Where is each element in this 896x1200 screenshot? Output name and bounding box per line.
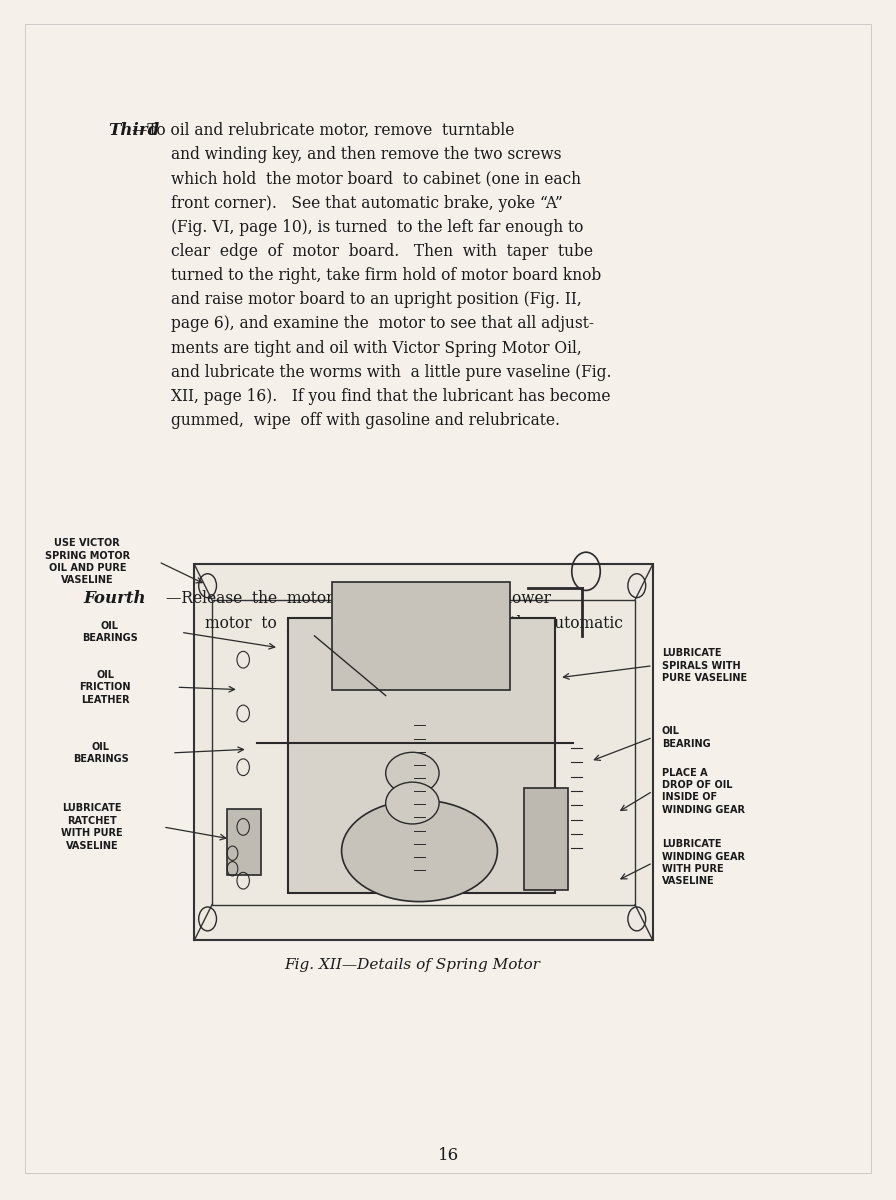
Bar [194,564,653,941]
Bar [288,618,555,893]
Text: USE VICTOR
SPRING MOTOR
OIL AND PURE
VASELINE: USE VICTOR SPRING MOTOR OIL AND PURE VAS… [45,538,130,586]
Text: —Release  the  motor  board  support  and  lower
        motor  to  proper  posi: —Release the motor board support and low… [166,590,623,631]
Text: —To oil and relubricate motor, remove  turntable
        and winding key, and th: —To oil and relubricate motor, remove tu… [132,122,611,430]
Ellipse shape [385,782,439,824]
Ellipse shape [385,752,439,794]
Bar [332,582,511,690]
Bar [228,809,261,875]
Text: LUBRICATE
WINDING GEAR
WITH PURE
VASELINE: LUBRICATE WINDING GEAR WITH PURE VASELIN… [662,839,745,887]
Text: OIL
BEARINGS: OIL BEARINGS [82,622,137,643]
Text: LUBRICATE
RATCHET
WITH PURE
VASELINE: LUBRICATE RATCHET WITH PURE VASELINE [61,803,123,851]
Text: Fourth: Fourth [83,590,145,607]
Text: 16: 16 [437,1147,459,1164]
Bar [212,600,635,905]
Text: Fig. XII—Details of Spring Motor: Fig. XII—Details of Spring Motor [284,959,540,972]
Text: PLACE A
DROP OF OIL
INSIDE OF
WINDING GEAR: PLACE A DROP OF OIL INSIDE OF WINDING GE… [662,768,745,815]
Bar [523,788,568,889]
Text: OIL
BEARING: OIL BEARING [662,726,711,749]
Text: Third: Third [108,122,159,139]
Text: LUBRICATE
SPIRALS WITH
PURE VASELINE: LUBRICATE SPIRALS WITH PURE VASELINE [662,648,747,683]
Text: OIL
BEARINGS: OIL BEARINGS [73,742,129,764]
Ellipse shape [341,800,497,901]
Text: OIL
FRICTION
LEATHER: OIL FRICTION LEATHER [80,670,131,704]
